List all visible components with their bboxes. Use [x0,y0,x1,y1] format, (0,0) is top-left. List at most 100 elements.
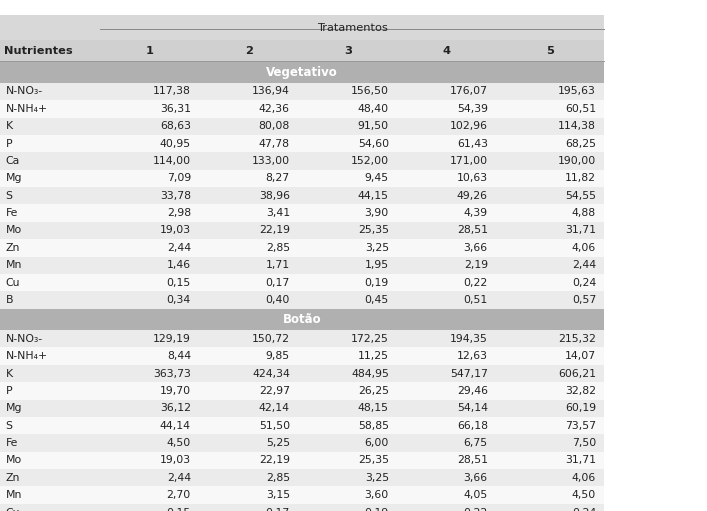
Text: 54,60: 54,60 [358,138,389,149]
Bar [0,434,100,452]
Bar [100,486,199,504]
Text: 0,15: 0,15 [167,277,191,288]
Text: 3,90: 3,90 [365,208,389,218]
Bar [0,118,100,135]
Text: 3,15: 3,15 [266,490,290,500]
Bar [496,40,604,61]
Bar [199,382,298,400]
Bar [496,239,604,257]
Text: 60,19: 60,19 [565,403,596,413]
Bar [0,486,100,504]
Text: 2: 2 [245,45,253,56]
Bar [397,187,496,204]
Text: 1: 1 [146,45,154,56]
Text: 0,19: 0,19 [365,277,389,288]
Bar [496,347,604,365]
Bar [298,417,397,434]
Text: 0,40: 0,40 [266,295,290,305]
Text: Mn: Mn [6,260,22,270]
Bar [0,204,100,222]
Text: 150,72: 150,72 [252,334,290,344]
Text: 2,44: 2,44 [167,473,191,483]
Text: 363,73: 363,73 [153,368,191,379]
Bar [100,434,199,452]
Text: 48,15: 48,15 [358,403,389,413]
Text: 36,12: 36,12 [160,403,191,413]
Bar [298,469,397,486]
Bar [199,187,298,204]
Text: Mg: Mg [6,403,22,413]
Bar [496,257,604,274]
Bar [199,274,298,291]
Text: 4: 4 [443,45,451,56]
Text: Nutrientes: Nutrientes [4,45,73,56]
Bar [100,382,199,400]
Bar [199,239,298,257]
Text: 9,85: 9,85 [266,351,290,361]
Bar [496,452,604,469]
Bar [397,83,496,100]
Text: 133,00: 133,00 [252,156,290,166]
Text: N-NO₃-: N-NO₃- [6,334,43,344]
Bar [298,452,397,469]
Text: Fe: Fe [6,208,18,218]
Text: 0,51: 0,51 [464,295,488,305]
Bar [100,187,199,204]
Text: 11,25: 11,25 [358,351,389,361]
Bar [397,486,496,504]
Text: 40,95: 40,95 [160,138,191,149]
Text: 172,25: 172,25 [351,334,389,344]
Bar [199,452,298,469]
Bar [397,347,496,365]
Bar [199,434,298,452]
Text: 3,66: 3,66 [464,473,488,483]
Bar [496,100,604,118]
Bar [199,152,298,170]
Bar [298,504,397,511]
Bar [199,40,298,61]
Bar [0,135,100,152]
Bar [496,118,604,135]
Text: 152,00: 152,00 [351,156,389,166]
Bar [298,486,397,504]
Text: 4,05: 4,05 [464,490,488,500]
Bar [0,187,100,204]
Text: 0,45: 0,45 [365,295,389,305]
Text: S: S [6,191,13,201]
Bar [298,434,397,452]
Bar [298,204,397,222]
Text: K: K [6,368,13,379]
Bar [298,187,397,204]
Bar [199,204,298,222]
Bar [100,400,199,417]
Bar [100,15,604,40]
Text: Zn: Zn [6,473,20,483]
Bar [496,382,604,400]
Bar [0,152,100,170]
Text: 28,51: 28,51 [457,455,488,466]
Text: 4,88: 4,88 [572,208,596,218]
Text: 4,06: 4,06 [572,243,596,253]
Bar [0,330,100,347]
Bar [397,434,496,452]
Bar [100,274,199,291]
Bar [199,222,298,239]
Text: Tratamentos: Tratamentos [317,22,388,33]
Text: 68,25: 68,25 [565,138,596,149]
Bar [100,222,199,239]
Bar [397,222,496,239]
Bar [199,118,298,135]
Bar [397,469,496,486]
Bar [397,365,496,382]
Text: S: S [6,421,13,431]
Bar [397,239,496,257]
Bar [298,100,397,118]
Bar [100,504,199,511]
Text: 66,18: 66,18 [457,421,488,431]
Bar [397,330,496,347]
Bar [298,382,397,400]
Text: 44,14: 44,14 [160,421,191,431]
Bar [496,274,604,291]
Bar [298,257,397,274]
Bar [100,347,199,365]
